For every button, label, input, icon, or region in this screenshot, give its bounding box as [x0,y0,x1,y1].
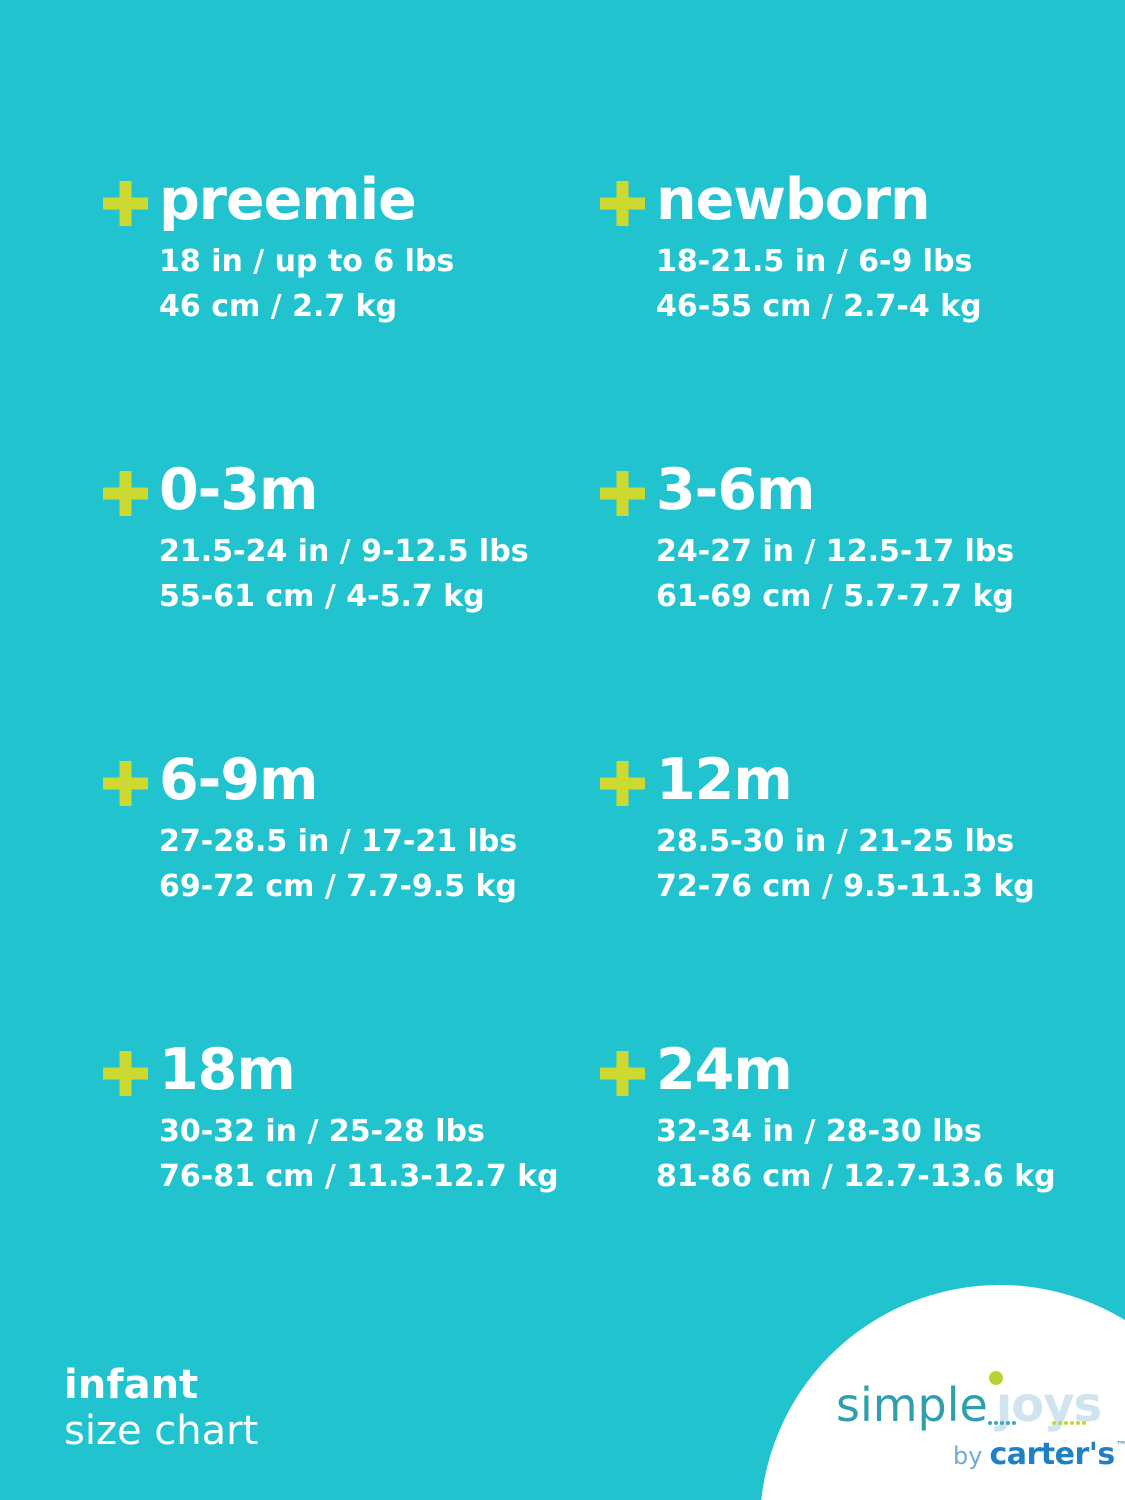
size-label: 18m [159,1037,296,1103]
size-block-preemie: preemie 18 in / up to 6 lbs 46 cm / 2.7 … [103,168,600,458]
brand-logo-byline: by carter's ™ [953,1437,1125,1472]
size-block-24m: 24m 32-34 in / 28-30 lbs 81-86 cm / 12.7… [600,1038,1056,1328]
size-label: 6-9m [159,747,318,813]
logo-joys-rest: oys [1011,1377,1102,1433]
plus-icon [103,761,148,806]
size-imperial: 18-21.5 in / 6-9 lbs [656,244,973,279]
size-info: 18m 30-32 in / 25-28 lbs 76-81 cm / 11.3… [159,1038,559,1199]
size-info: 3-6m 24-27 in / 12.5-17 lbs 61-69 cm / 5… [656,458,1014,619]
size-imperial: 28.5-30 in / 21-25 lbs [656,824,1015,859]
size-imperial: 24-27 in / 12.5-17 lbs [656,534,1015,569]
size-imperial: 32-34 in / 28-30 lbs [656,1114,982,1149]
logo-by-text: by [953,1442,983,1470]
size-label: 12m [656,747,793,813]
trademark-symbol: ™ [1115,1439,1125,1452]
logo-simple-text: simple [836,1378,988,1432]
joys-dot-icon [989,1371,1003,1385]
size-metric: 81-86 cm / 12.7-13.6 kg [656,1159,1056,1194]
size-label: preemie [159,167,417,233]
size-info: 24m 32-34 in / 28-30 lbs 81-86 cm / 12.7… [656,1038,1056,1199]
size-info: newborn 18-21.5 in / 6-9 lbs 46-55 cm / … [656,168,982,329]
size-imperial: 27-28.5 in / 17-21 lbs [159,824,518,859]
footer-subtitle: size chart [64,1408,259,1454]
size-block-18m: 18m 30-32 in / 25-28 lbs 76-81 cm / 11.3… [103,1038,600,1328]
plus-icon [600,1051,645,1096]
size-label: 0-3m [159,457,318,523]
size-imperial: 21.5-24 in / 9-12.5 lbs [159,534,529,569]
size-block-3-6m: 3-6m 24-27 in / 12.5-17 lbs 61-69 cm / 5… [600,458,1056,748]
plus-icon [103,1051,148,1096]
logo-dots-teal-icon [988,1421,1016,1425]
footer-category: infant [64,1362,199,1408]
logo-joys-text: ȷoys [995,1377,1102,1433]
size-metric: 61-69 cm / 5.7-7.7 kg [656,579,1014,614]
plus-icon [600,471,645,516]
plus-icon [600,181,645,226]
size-metric: 46 cm / 2.7 kg [159,289,398,324]
plus-icon [103,471,148,516]
size-metric: 55-61 cm / 4-5.7 kg [159,579,485,614]
size-metric: 69-72 cm / 7.7-9.5 kg [159,869,517,904]
size-block-6-9m: 6-9m 27-28.5 in / 17-21 lbs 69-72 cm / 7… [103,748,600,1038]
size-info: 12m 28.5-30 in / 21-25 lbs 72-76 cm / 9.… [656,748,1035,909]
size-info: preemie 18 in / up to 6 lbs 46 cm / 2.7 … [159,168,454,329]
size-label: 24m [656,1037,793,1103]
size-label: 3-6m [656,457,815,523]
logo-dots-yellow-icon [1052,1421,1086,1425]
size-metric: 76-81 cm / 11.3-12.7 kg [159,1159,559,1194]
brand-logo: simple ȷoys by carter's ™ [836,1371,1125,1472]
logo-joys-j: ȷ [995,1377,1012,1433]
size-info: 0-3m 21.5-24 in / 9-12.5 lbs 55-61 cm / … [159,458,529,619]
size-imperial: 18 in / up to 6 lbs [159,244,455,279]
size-info: 6-9m 27-28.5 in / 17-21 lbs 69-72 cm / 7… [159,748,517,909]
footer: infant size chart [64,1362,258,1454]
size-imperial: 30-32 in / 25-28 lbs [159,1114,485,1149]
logo-carters-text: carter's [989,1437,1115,1472]
sizes-grid: preemie 18 in / up to 6 lbs 46 cm / 2.7 … [103,168,1056,1328]
size-block-12m: 12m 28.5-30 in / 21-25 lbs 72-76 cm / 9.… [600,748,1056,1038]
size-metric: 46-55 cm / 2.7-4 kg [656,289,982,324]
plus-icon [600,761,645,806]
size-block-newborn: newborn 18-21.5 in / 6-9 lbs 46-55 cm / … [600,168,1056,458]
brand-logo-wordmark: simple ȷoys [836,1377,1116,1433]
size-metric: 72-76 cm / 9.5-11.3 kg [656,869,1035,904]
plus-icon [103,181,148,226]
size-block-0-3m: 0-3m 21.5-24 in / 9-12.5 lbs 55-61 cm / … [103,458,600,748]
size-label: newborn [656,167,931,233]
